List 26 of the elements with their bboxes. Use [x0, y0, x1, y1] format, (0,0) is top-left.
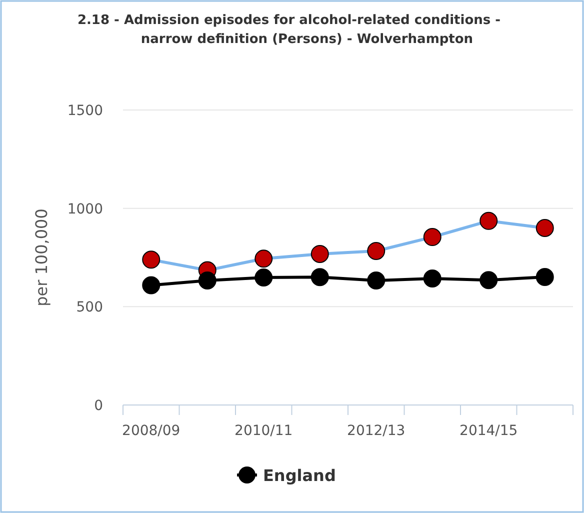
point	[142, 250, 160, 269]
y-tick-label: 500	[76, 300, 103, 316]
point	[536, 268, 554, 286]
chart-title: 2.18 - Admission episodes for alcohol-related conditions - narrow definition (Persons) - Wolverhampton	[77, 13, 501, 47]
y-axis-title: per 100,000	[32, 208, 51, 306]
x-tick-label: 2010/11	[234, 423, 293, 439]
y-tick-label: 0	[94, 398, 103, 414]
y-tick-label: 1000	[67, 201, 103, 218]
point	[142, 276, 160, 294]
x-tick-label: 2012/13	[347, 423, 406, 439]
x-tick-label: 2014/15	[460, 423, 518, 439]
point	[310, 268, 329, 286]
x-tick-label: 2008/09	[122, 423, 180, 439]
point	[367, 272, 386, 290]
point	[254, 268, 273, 287]
legend-label: England	[263, 466, 336, 485]
y-tick-label: 1500	[67, 103, 103, 119]
point	[310, 244, 329, 263]
point	[480, 271, 498, 290]
point	[254, 250, 273, 268]
point	[423, 228, 442, 246]
point	[198, 272, 216, 290]
point	[480, 212, 498, 230]
point	[536, 219, 554, 237]
point	[367, 242, 386, 260]
point	[423, 270, 442, 288]
